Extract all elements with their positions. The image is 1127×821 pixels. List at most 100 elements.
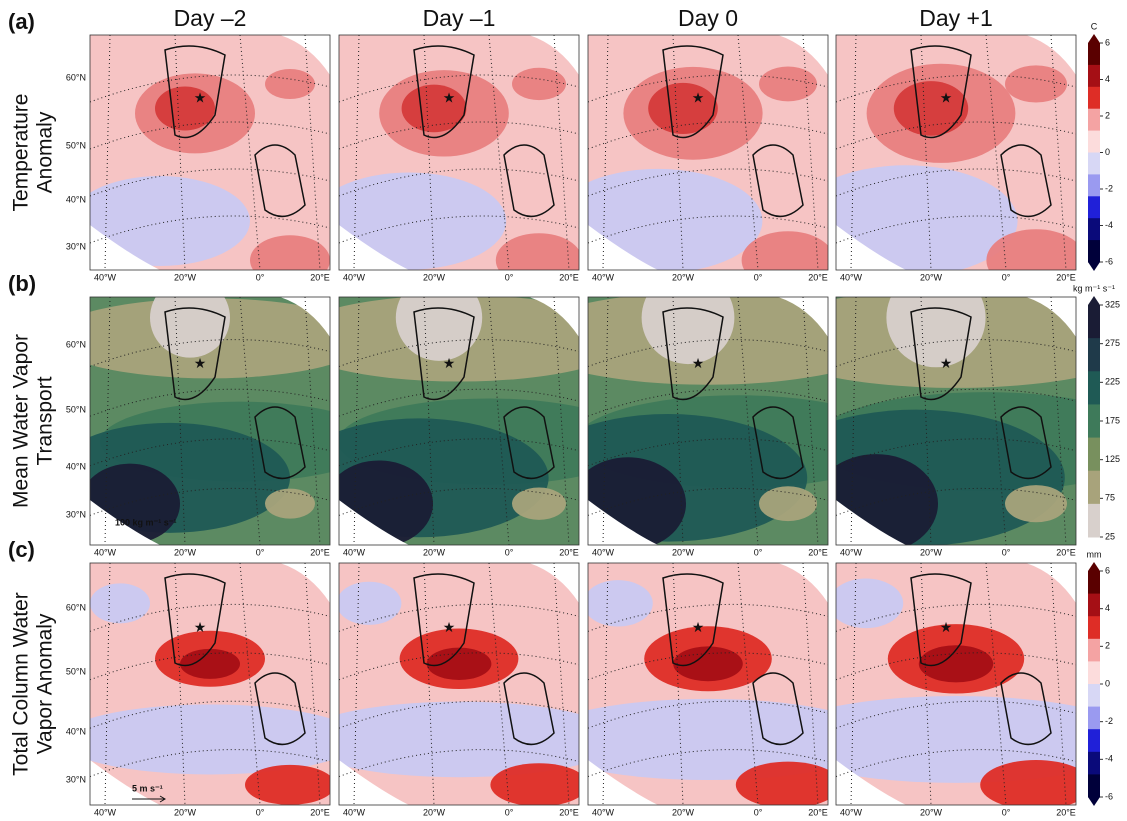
column-title: Day +1 [919, 5, 993, 31]
lon-label: 20°E [1056, 272, 1076, 282]
lon-label: 20°E [559, 547, 579, 557]
colorbar-tick-label: -4 [1105, 754, 1113, 764]
row-title: Vapor Anomaly [34, 613, 57, 754]
colorbar-tick-label: 325 [1105, 299, 1120, 309]
lon-label: 0° [256, 272, 265, 282]
star: ★ [940, 619, 953, 635]
lat-label: 60°N [66, 72, 86, 82]
lon-label: 20°E [1056, 807, 1076, 816]
colorbar-segment [1088, 729, 1100, 752]
lon-label: 20°E [808, 807, 828, 816]
field-region [759, 67, 817, 102]
field-region [180, 649, 240, 679]
lon-label: 20°W [174, 547, 197, 557]
star: ★ [194, 89, 207, 105]
map-panel: ★ [312, 35, 582, 287]
field-region [490, 763, 587, 806]
column-title: Day 0 [678, 5, 738, 31]
lat-label: 40°N [66, 726, 86, 736]
colorbar-unit: mm [1087, 549, 1102, 559]
lon-label: 20°W [920, 272, 943, 282]
colorbar-segment [1088, 109, 1100, 131]
star: ★ [940, 355, 953, 371]
lon-label: 40°W [592, 807, 615, 816]
lon-label: 40°W [592, 547, 615, 557]
colorbar-tick-label: -4 [1105, 220, 1113, 230]
field-region [583, 580, 653, 626]
colorbar-segment [1088, 65, 1100, 87]
field-region [673, 646, 743, 681]
colorbar-tick-label: 175 [1105, 415, 1120, 425]
scale-label: 5 m s⁻¹ [132, 783, 163, 793]
lat-label: 40°N [66, 194, 86, 204]
colorbar-tick-label: 25 [1105, 531, 1115, 541]
lon-label: 20°W [423, 547, 446, 557]
field-region [1005, 65, 1067, 102]
lat-label: 30°N [66, 509, 86, 519]
lon-label: 0° [505, 807, 514, 816]
map-panel: ★ [794, 35, 1085, 291]
colorbar-extend [1088, 262, 1100, 271]
colorbar-segment [1088, 504, 1100, 538]
scale-label: 100 kg m⁻¹ s⁻¹ [115, 517, 177, 527]
field-region [642, 271, 735, 364]
lon-label: 40°W [840, 807, 863, 816]
panel-label: (c) [8, 537, 35, 562]
field-region [60, 704, 360, 774]
lat-label: 40°N [66, 461, 86, 471]
field-region [980, 760, 1092, 810]
lon-label: 40°W [343, 807, 366, 816]
lon-label: 40°W [94, 272, 117, 282]
lon-label: 20°E [310, 272, 330, 282]
colorbar-segment [1088, 438, 1100, 472]
row-title: Anomaly [34, 111, 57, 193]
star: ★ [940, 89, 953, 105]
map-panel: ★ [554, 35, 835, 289]
field-region [554, 169, 763, 273]
lat-label: 50°N [66, 140, 86, 150]
colorbar-tick-label: 275 [1105, 338, 1120, 348]
lon-label: 40°W [94, 807, 117, 816]
star: ★ [443, 355, 456, 371]
lon-label: 20°E [559, 272, 579, 282]
lon-label: 40°W [840, 272, 863, 282]
lon-label: 20°W [672, 272, 695, 282]
colorbar-segment [1088, 752, 1100, 775]
lon-label: 0° [1002, 272, 1011, 282]
colorbar-segment [1088, 371, 1100, 405]
colorbar-tick-label: 125 [1105, 454, 1120, 464]
map-panel: ★ [534, 563, 882, 808]
colorbar-extend [1088, 296, 1100, 305]
star: ★ [443, 89, 456, 105]
colorbar-segment [1088, 684, 1100, 707]
lon-label: 0° [754, 807, 763, 816]
field-region [894, 81, 968, 136]
field-region [245, 765, 335, 805]
colorbar-segment [1088, 87, 1100, 109]
lat-label: 60°N [66, 602, 86, 612]
lat-label: 30°N [66, 774, 86, 784]
map-panel: ★ [70, 35, 330, 285]
colorbar-tick-label: -2 [1105, 716, 1113, 726]
colorbar-extend [1088, 562, 1100, 571]
lon-label: 20°E [559, 807, 579, 816]
panel-label: (a) [8, 9, 35, 34]
colorbar-segment [1088, 661, 1100, 684]
colorbar-tick-label: -6 [1105, 256, 1113, 266]
lon-label: 20°E [808, 547, 828, 557]
star: ★ [194, 619, 207, 635]
lon-label: 0° [505, 547, 514, 557]
map-panel: ★ [50, 278, 380, 545]
lon-label: 0° [754, 272, 763, 282]
lat-label: 50°N [66, 404, 86, 414]
colorbar-segment [1088, 471, 1100, 505]
lon-label: 40°W [343, 547, 366, 557]
field-region [534, 699, 882, 780]
colorbar-tick-label: 75 [1105, 493, 1115, 503]
colorbar-tick-label: 2 [1105, 110, 1110, 120]
lon-label: 20°E [1056, 547, 1076, 557]
lon-label: 20°W [672, 547, 695, 557]
colorbar-segment [1088, 131, 1100, 153]
colorbar-segment [1088, 196, 1100, 218]
colorbar-tick-label: 4 [1105, 603, 1110, 613]
